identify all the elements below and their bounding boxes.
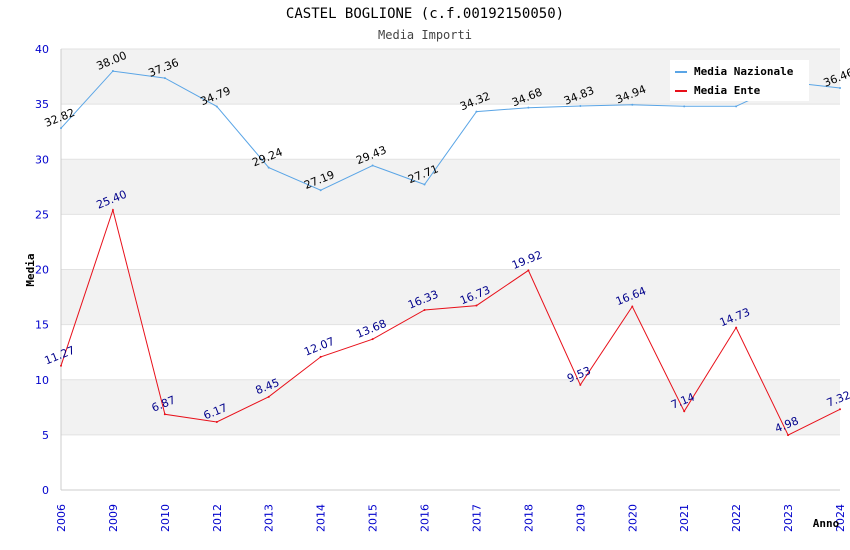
data-point-media-nazionale xyxy=(683,105,686,108)
data-point-media-ente xyxy=(371,338,374,341)
data-point-media-nazionale xyxy=(839,87,841,90)
legend-label-media-ente: Media Ente xyxy=(694,84,761,97)
x-tick-label: 2019 xyxy=(574,504,587,532)
data-point-media-ente xyxy=(735,326,738,329)
data-point-media-nazionale xyxy=(111,70,114,73)
data-point-media-nazionale xyxy=(475,110,478,113)
grid-band xyxy=(61,104,840,160)
x-tick-label: 2012 xyxy=(211,504,224,532)
x-tick-label: 2022 xyxy=(730,504,743,532)
x-tick-label: 2024 xyxy=(834,504,847,532)
legend: Media Nazionale Media Ente xyxy=(670,60,809,101)
y-tick-label: 35 xyxy=(35,98,49,111)
data-point-media-nazionale xyxy=(163,77,166,80)
axes: 0 5 10 15 20 25 30 35 40 2006 2009 2010 2012 2013 2014… xyxy=(35,43,847,532)
data-point-media-ente xyxy=(475,304,478,307)
data-point-media-ente xyxy=(631,305,634,308)
y-tick-label: 15 xyxy=(35,319,49,332)
data-point-media-ente xyxy=(423,308,426,311)
x-axis-label: Anno xyxy=(813,517,840,530)
data-point-media-ente xyxy=(839,408,841,411)
grid-band xyxy=(61,379,840,435)
data-point-media-nazionale xyxy=(735,105,738,108)
grid-band xyxy=(61,434,840,490)
x-tick-label: 2009 xyxy=(107,504,120,532)
data-point-media-nazionale xyxy=(579,104,582,107)
data-point-media-nazionale xyxy=(527,106,530,109)
grid-band xyxy=(61,159,840,215)
x-tick-label: 2018 xyxy=(522,504,535,532)
x-tick-label: 2013 xyxy=(263,504,276,532)
y-tick-label: 30 xyxy=(35,153,49,166)
grid-band xyxy=(61,269,840,325)
data-point-media-ente xyxy=(267,395,270,398)
data-point-media-ente xyxy=(527,269,530,272)
x-tick-label: 2021 xyxy=(678,504,691,532)
series-line-media-nazionale xyxy=(60,70,841,191)
legend-label-media-nazionale: Media Nazionale xyxy=(694,65,794,78)
data-point-media-ente xyxy=(579,383,582,386)
y-tick-label: 25 xyxy=(35,208,49,221)
y-tick-label: 0 xyxy=(42,484,49,497)
data-point-media-nazionale xyxy=(267,166,270,169)
chart-title: CASTEL BOGLIONE (c.f.00192150050) xyxy=(286,6,564,22)
x-tick-label: 2010 xyxy=(159,504,172,532)
data-point-media-ente xyxy=(787,434,790,437)
y-axis-label: Media xyxy=(24,253,37,286)
x-tick-label: 2014 xyxy=(315,504,328,532)
data-point-media-ente xyxy=(683,410,686,413)
x-tick-label: 2023 xyxy=(782,504,795,532)
series-line-media-ente xyxy=(60,208,841,436)
data-point-media-nazionale xyxy=(371,164,374,167)
data-point-media-nazionale xyxy=(423,183,426,186)
y-tick-label: 40 xyxy=(35,43,49,56)
series-lines xyxy=(60,70,841,437)
grid-band xyxy=(61,324,840,380)
y-tick-label: 20 xyxy=(35,264,49,277)
x-tick-label: 2017 xyxy=(470,504,483,532)
chart-subtitle: Media Importi xyxy=(378,28,472,42)
data-point-media-nazionale xyxy=(60,127,62,130)
y-tick-label: 10 xyxy=(35,374,49,387)
data-point-media-nazionale xyxy=(631,103,634,106)
x-tick-label: 2015 xyxy=(367,504,380,532)
data-point-media-nazionale xyxy=(319,189,322,192)
x-tick-label: 2020 xyxy=(626,504,639,532)
y-tick-label: 5 xyxy=(42,429,49,442)
data-point-media-ente xyxy=(163,413,166,416)
data-point-media-ente xyxy=(60,364,62,367)
data-point-media-ente xyxy=(319,355,322,358)
data-point-media-ente xyxy=(215,420,218,423)
grid-band xyxy=(61,214,840,270)
legend-box xyxy=(670,60,809,101)
x-tick-label: 2016 xyxy=(419,504,432,532)
grid-bands xyxy=(61,48,840,491)
data-point-media-ente xyxy=(111,208,114,211)
x-tick-label: 2006 xyxy=(55,504,68,532)
data-point-media-nazionale xyxy=(215,105,218,108)
